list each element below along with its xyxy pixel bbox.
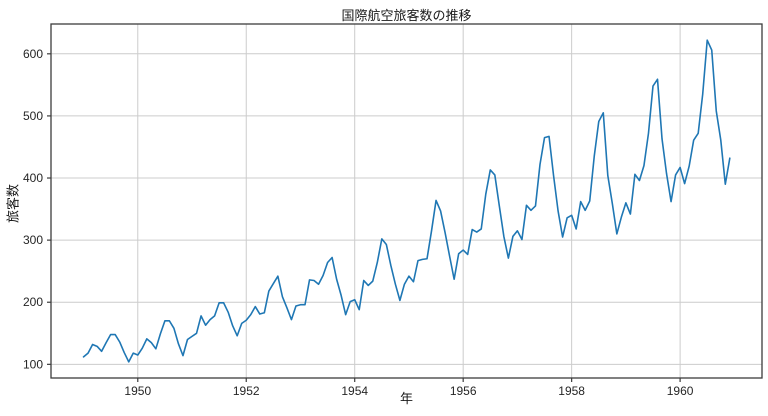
x-tick-label: 1952 xyxy=(233,384,260,398)
x-tick-label: 1958 xyxy=(558,384,585,398)
passenger-line-series xyxy=(82,39,731,363)
x-tick-label: 1954 xyxy=(341,384,368,398)
plot-border xyxy=(50,23,763,379)
y-tick-label: 200 xyxy=(23,295,43,309)
x-tick-label: 1960 xyxy=(667,384,694,398)
y-tick-label: 100 xyxy=(23,357,43,371)
chart-title: 国際航空旅客数の推移 xyxy=(341,8,472,23)
y-axis-label: 旅客数 xyxy=(5,184,21,224)
y-tick-label: 400 xyxy=(23,171,43,185)
y-tick-label: 600 xyxy=(23,47,43,61)
y-tick-label: 300 xyxy=(23,233,43,247)
x-tick-label: 1956 xyxy=(450,384,477,398)
x-tick-label: 1950 xyxy=(124,384,151,398)
y-tick-label: 500 xyxy=(23,109,43,123)
x-axis-label: 年 xyxy=(399,391,413,406)
